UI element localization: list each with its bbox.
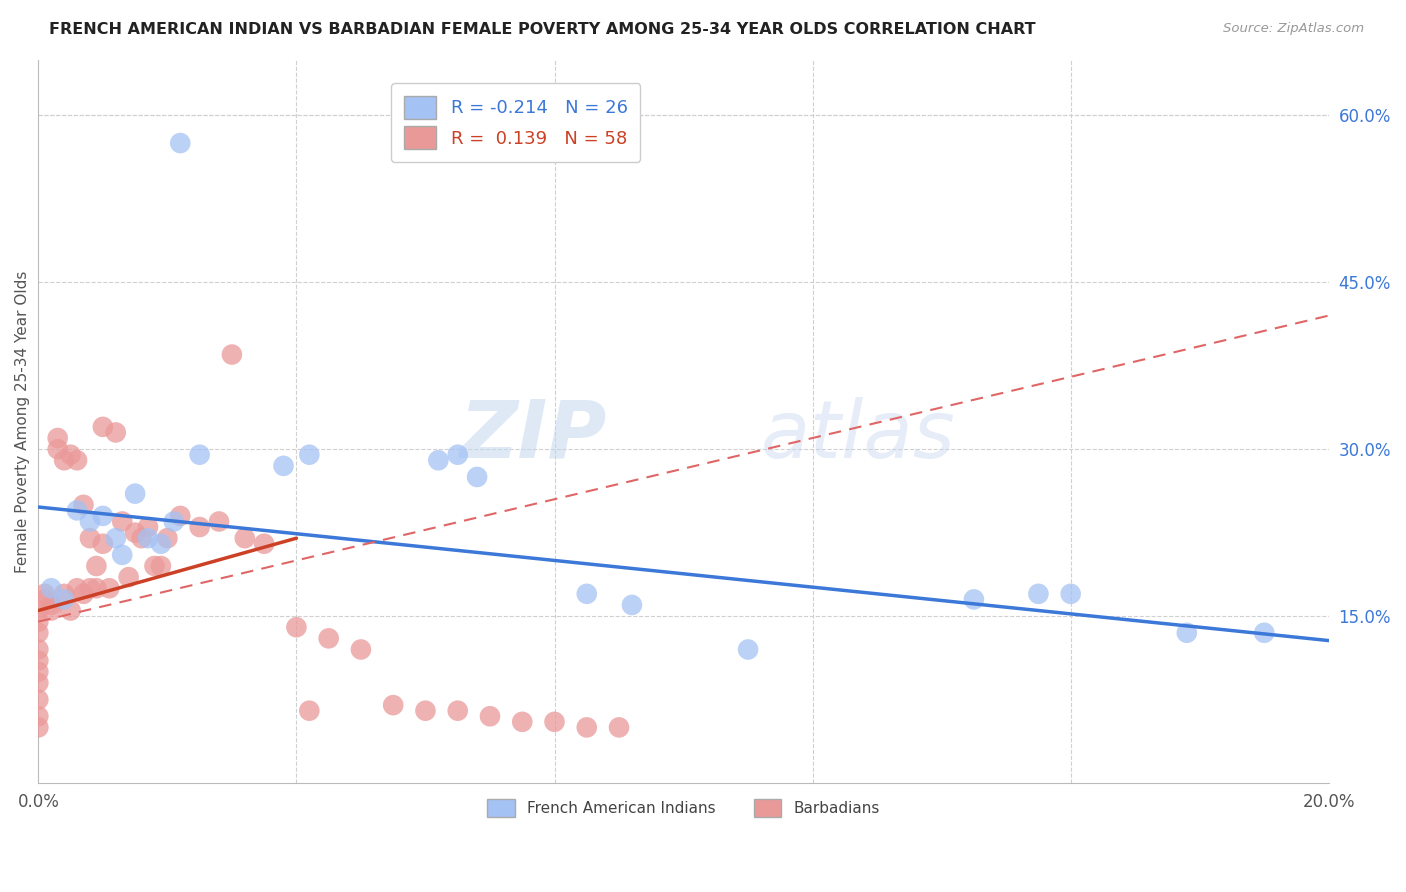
Point (27, 692, 49, 706)
Point (253, 537, 276, 551)
Point (543, 714, 565, 729)
Point (118, 570, 141, 584)
Point (478, 709, 501, 723)
Point (298, 704, 321, 718)
Point (188, 448, 211, 462)
Point (136, 520, 159, 534)
Point (149, 537, 172, 551)
Point (124, 525, 146, 540)
Point (963, 592, 986, 607)
Point (104, 425, 127, 440)
Point (27, 654, 49, 668)
Point (91, 508, 114, 523)
Point (27, 615, 49, 629)
Point (427, 453, 450, 467)
Point (382, 698, 405, 713)
Point (79, 531, 101, 545)
Point (27, 709, 49, 723)
Point (465, 470, 488, 484)
Point (136, 531, 159, 545)
Point (111, 548, 134, 562)
Point (111, 515, 134, 529)
Point (298, 448, 321, 462)
Point (79, 581, 101, 595)
Point (169, 136, 191, 150)
Point (737, 642, 759, 657)
Point (91, 537, 114, 551)
Point (86, 581, 108, 595)
Point (221, 347, 243, 361)
Point (163, 515, 186, 529)
Point (350, 642, 373, 657)
Point (72, 498, 94, 512)
Text: atlas: atlas (761, 397, 956, 475)
Point (143, 559, 166, 574)
Point (1060, 587, 1083, 601)
Y-axis label: Female Poverty Among 25-34 Year Olds: Female Poverty Among 25-34 Year Olds (15, 270, 30, 573)
Point (131, 531, 153, 545)
Point (510, 714, 533, 729)
Legend: French American Indians, Barbadians: French American Indians, Barbadians (478, 790, 889, 826)
Point (91, 420, 114, 434)
Point (66, 581, 89, 595)
Point (156, 531, 179, 545)
Point (27, 676, 49, 690)
Point (53, 587, 76, 601)
Point (620, 598, 643, 612)
Point (79, 515, 101, 529)
Text: ZIP: ZIP (458, 397, 606, 475)
Point (575, 587, 598, 601)
Point (415, 704, 437, 718)
Point (34, 587, 56, 601)
Point (34, 592, 56, 607)
Point (273, 458, 295, 473)
Point (188, 520, 211, 534)
Point (66, 503, 89, 517)
Point (66, 453, 89, 467)
Point (169, 508, 191, 523)
Point (39, 581, 62, 595)
Point (39, 598, 62, 612)
Point (1175, 625, 1198, 640)
Point (98, 581, 121, 595)
Point (233, 531, 256, 545)
Point (124, 486, 146, 500)
Point (104, 531, 127, 545)
Point (46, 442, 69, 457)
Point (46, 431, 69, 445)
Point (447, 704, 470, 718)
Text: Source: ZipAtlas.com: Source: ZipAtlas.com (1223, 22, 1364, 36)
Point (607, 720, 630, 734)
Point (1028, 587, 1050, 601)
Point (27, 625, 49, 640)
Point (59, 448, 82, 462)
Point (575, 720, 598, 734)
Point (39, 603, 62, 617)
Point (72, 587, 94, 601)
Point (86, 559, 108, 574)
Point (447, 448, 470, 462)
Point (208, 515, 231, 529)
Point (318, 632, 340, 646)
Point (27, 665, 49, 679)
Point (149, 559, 172, 574)
Point (1253, 625, 1275, 640)
Point (27, 642, 49, 657)
Point (285, 620, 308, 634)
Point (27, 603, 49, 617)
Text: FRENCH AMERICAN INDIAN VS BARBADIAN FEMALE POVERTY AMONG 25-34 YEAR OLDS CORRELA: FRENCH AMERICAN INDIAN VS BARBADIAN FEMA… (49, 22, 1036, 37)
Point (27, 720, 49, 734)
Point (53, 453, 76, 467)
Point (59, 603, 82, 617)
Point (53, 592, 76, 607)
